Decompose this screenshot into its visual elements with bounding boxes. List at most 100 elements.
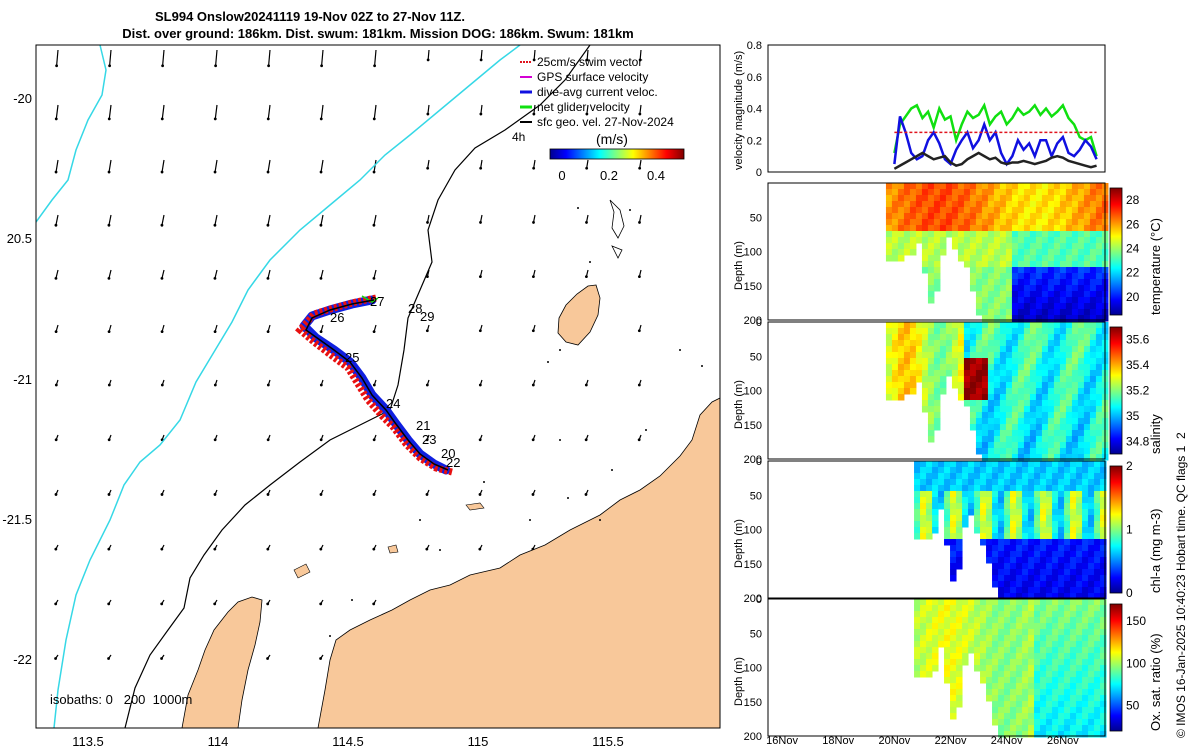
heatmap-cell	[1065, 309, 1073, 316]
heatmap-cell	[1082, 689, 1089, 696]
heatmap-cell	[1016, 611, 1023, 618]
geo-velocity-arrowhead	[160, 223, 164, 227]
heatmap-cell	[974, 605, 981, 612]
heatmap-cell	[993, 346, 1001, 353]
heatmap-cell	[992, 629, 999, 636]
heatmap-cell	[1053, 261, 1061, 268]
heatmap-cell	[1005, 219, 1013, 226]
heatmap-cell	[1022, 623, 1029, 630]
heatmap-cell	[1005, 213, 1013, 220]
heatmap-cell	[986, 689, 993, 696]
heatmap-cell	[1010, 689, 1017, 696]
heatmap-cell	[1070, 497, 1077, 504]
heatmap-cell	[987, 418, 995, 425]
heatmap-cell	[957, 243, 965, 250]
heatmap-cell	[903, 237, 911, 244]
heatmap-cell	[999, 231, 1007, 238]
heatmap-cell	[1059, 273, 1067, 280]
heatmap-cell	[945, 364, 953, 371]
heatmap-cell	[1017, 315, 1025, 322]
heatmap-cell	[1094, 629, 1101, 636]
heatmap-cell	[909, 322, 917, 329]
heatmap-cell	[1094, 485, 1101, 492]
heatmap-cell	[1065, 189, 1073, 196]
heatmap-cell	[1022, 557, 1029, 564]
heatmap-cell	[1017, 219, 1025, 226]
heatmap-cell	[1059, 436, 1067, 443]
heatmap-cell	[981, 291, 989, 298]
heatmap-cell	[1052, 527, 1059, 534]
heatmap-cell	[945, 346, 953, 353]
heatmap-cell	[932, 527, 939, 534]
heatmap-cell	[1016, 701, 1023, 708]
heatmap-cell	[1010, 539, 1017, 546]
heatmap-cell	[1094, 683, 1101, 690]
heatmap-cell	[980, 635, 987, 642]
heatmap-cell	[1041, 388, 1049, 395]
heatmap-cell	[921, 183, 929, 190]
geo-velocity-arrowhead	[214, 64, 218, 68]
heatmap-cell	[1083, 237, 1091, 244]
heatmap-cell	[993, 358, 1001, 365]
heatmap-cell	[944, 635, 951, 642]
heatmap-cell	[909, 346, 917, 353]
heatmap-cell	[999, 340, 1007, 347]
heatmap-cell	[1040, 527, 1047, 534]
heatmap-cell	[1053, 183, 1061, 190]
heatmap-cell	[1047, 334, 1055, 341]
heatmap-cell	[1016, 533, 1023, 540]
geo-velocity-arrowhead	[372, 438, 376, 442]
heatmap-cell	[1034, 653, 1041, 660]
heatmap-cell	[992, 677, 999, 684]
heatmap-cell	[1017, 430, 1025, 437]
heatmap-cell	[920, 521, 927, 528]
heatmap-cell	[1065, 370, 1073, 377]
heatmap-cell	[981, 352, 989, 359]
heatmap-cell	[1046, 635, 1053, 642]
heatmap-cell	[1041, 303, 1049, 310]
heatmap-cell	[1005, 364, 1013, 371]
heatmap-cell	[993, 195, 1001, 202]
heatmap-cell	[1076, 635, 1083, 642]
heatmap-cell	[993, 231, 1001, 238]
heatmap-cell	[975, 201, 983, 208]
heatmap-cell	[1070, 587, 1077, 594]
geo-velocity-arrowhead	[585, 58, 589, 62]
heatmap-cell	[1058, 635, 1065, 642]
geo-velocity-arrowhead	[213, 170, 217, 174]
geo-velocity-arrow	[161, 159, 165, 173]
heatmap-cell	[950, 707, 957, 714]
heatmap-cell	[956, 563, 963, 570]
heatmap-cell	[968, 491, 975, 498]
heatmap-cell	[1034, 509, 1041, 516]
heatmap-cell	[1046, 713, 1053, 720]
track-net-velocity	[361, 295, 379, 303]
heatmap-cell	[975, 309, 983, 316]
heatmap-cell	[1041, 364, 1049, 371]
heatmap-cell	[927, 255, 935, 262]
heatmap-cell	[1065, 412, 1073, 419]
heatmap-cell	[1065, 442, 1073, 449]
heatmap-cell	[957, 322, 965, 329]
heatmap-cell	[999, 297, 1007, 304]
heatmap-cell	[915, 225, 923, 232]
heatmap-cell	[1100, 599, 1107, 606]
heatmap-cell	[1094, 473, 1101, 480]
heatmap-cell	[1005, 358, 1013, 365]
heatmap-cell	[962, 485, 969, 492]
heatmap-cell	[1077, 406, 1085, 413]
heatmap-cell	[1077, 237, 1085, 244]
heatmap-cell	[1088, 617, 1095, 624]
heatmap-cell	[969, 346, 977, 353]
heatmap-cell	[1010, 485, 1017, 492]
heatmap-cell	[1094, 491, 1101, 498]
heatmap-cell	[980, 515, 987, 522]
heatmap-cell	[962, 521, 969, 528]
heatmap-cell	[1004, 461, 1011, 468]
heatmap-cell	[1010, 653, 1017, 660]
heatmap-cell	[968, 509, 975, 516]
colorbar-unit-label: (m/s)	[596, 131, 628, 147]
heatmap-cell	[1005, 273, 1013, 280]
heatmap-cell	[1046, 719, 1053, 726]
geo-velocity-arrowhead	[372, 223, 376, 227]
